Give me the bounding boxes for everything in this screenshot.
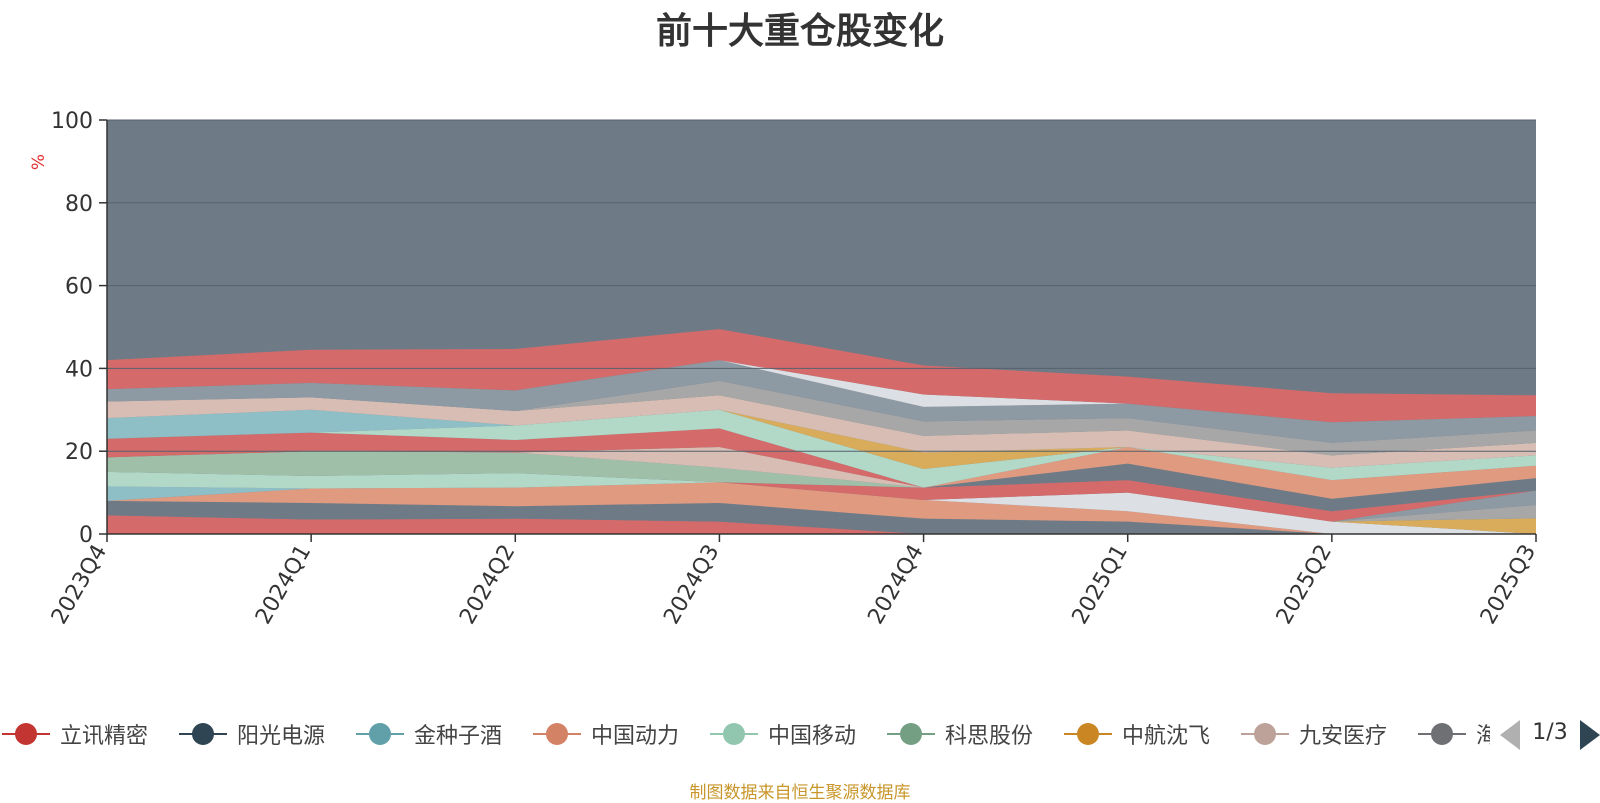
area-series-9 [107, 480, 1536, 522]
legend-label: 金种子酒 [414, 724, 503, 749]
legend-marker-icon [179, 723, 227, 745]
legend-marker-icon [1418, 723, 1466, 745]
area-series-21 [107, 360, 1536, 443]
legend-marker-icon [1064, 723, 1112, 745]
legend-label: 阳光电源 [237, 724, 326, 749]
legend-marker-icon [1241, 723, 1289, 745]
legend-page-indicator: 1/3 [1532, 720, 1568, 745]
y-tick-label: 0 [79, 523, 93, 548]
legend-label: 九安医疗 [1299, 724, 1388, 749]
y-tick-label: 100 [51, 109, 93, 134]
chart-title: 前十大重仓股变化 [655, 11, 944, 52]
legend-item[interactable]: 科思股份 [885, 714, 1033, 754]
legend-label: 中国移动 [768, 724, 857, 749]
legend-pager: 1/3 [1500, 716, 1600, 752]
area-series-16 [107, 409, 1536, 488]
y-tick-label: 80 [65, 192, 93, 217]
legend-item[interactable]: 立讯精密 [0, 714, 148, 754]
legend-marker-icon [887, 723, 935, 745]
legend-label: 海 [1476, 724, 1490, 749]
x-tick-label: 2024Q1 [251, 541, 316, 629]
y-tick-label: 40 [65, 357, 93, 382]
area-series-4 [107, 482, 1536, 534]
x-tick-label: 2025Q3 [1476, 541, 1541, 629]
area-series-10 [107, 463, 1536, 512]
x-tick-label: 2024Q2 [455, 541, 520, 629]
y-tick-label: 60 [65, 275, 93, 300]
legend-item[interactable]: 中国动力 [531, 714, 679, 754]
area-series-19 [107, 395, 1536, 468]
area-series-1 [107, 515, 1536, 534]
legend-item[interactable]: 中国移动 [708, 714, 856, 754]
legend-prev-page-button[interactable] [1500, 720, 1520, 750]
legend-item[interactable]: 阳光电源 [177, 714, 325, 754]
legend-label: 中国动力 [591, 724, 680, 749]
legend: 立讯精密 阳光电源 金种子酒 中国动力 中国移动 科思股份 中航沈飞 九安医疗 海 [0, 714, 1490, 754]
x-tick-label: 2024Q3 [659, 541, 724, 629]
legend-next-page-button[interactable] [1580, 720, 1600, 750]
area-series-3 [107, 482, 1536, 534]
area-series-14 [107, 447, 1536, 488]
legend-marker-icon [710, 723, 758, 745]
legend-item[interactable]: 金种子酒 [354, 714, 502, 754]
legend-item[interactable]: 中航沈飞 [1062, 714, 1210, 754]
y-axis-unit-label: % [29, 154, 49, 170]
legend-marker-icon [2, 723, 50, 745]
area-series-23 [107, 329, 1536, 423]
legend-marker-icon [356, 723, 404, 745]
legend-marker-icon [533, 723, 581, 745]
x-tick-label: 2025Q2 [1272, 541, 1337, 629]
x-tick-label: 2025Q1 [1068, 541, 1133, 629]
area-series-12 [107, 447, 1536, 489]
source-note: 制图数据来自恒生聚源数据库 [689, 783, 911, 803]
legend-label: 中航沈飞 [1122, 724, 1211, 749]
legend-label: 科思股份 [945, 724, 1034, 749]
x-tick-label: 2024Q4 [863, 541, 928, 629]
legend-label: 立讯精密 [60, 724, 149, 749]
legend-item[interactable]: 海 [1416, 714, 1490, 754]
area-series-2 [107, 500, 1536, 534]
area-series-20 [107, 380, 1536, 456]
x-tick-label: 2023Q4 [47, 541, 112, 629]
area-series-11 [107, 447, 1536, 499]
area-series-18 [107, 409, 1536, 468]
legend-item[interactable]: 九安医疗 [1239, 714, 1387, 754]
area-series-6 [107, 482, 1536, 522]
y-tick-label: 20 [65, 440, 93, 465]
area-series-17 [107, 409, 1536, 470]
area-series-13 [107, 447, 1536, 488]
area-series-15 [107, 428, 1536, 488]
